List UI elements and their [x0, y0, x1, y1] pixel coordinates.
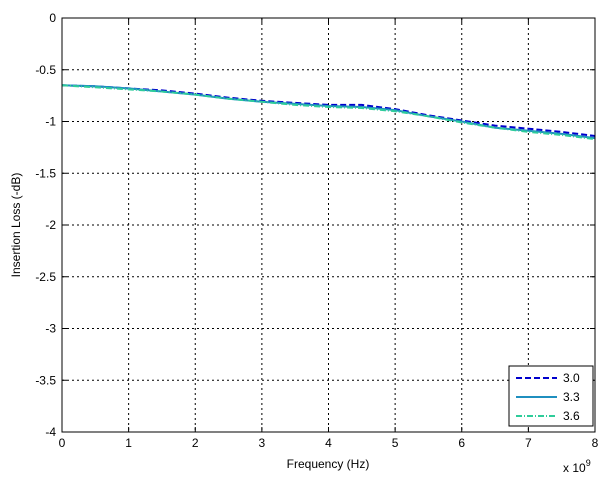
x-tick-label: 7 — [525, 436, 532, 450]
x-axis-label: Frequency (Hz) — [287, 457, 370, 471]
legend-label: 3.6 — [563, 409, 580, 423]
legend: 3.0 3.3 3.6 — [508, 365, 594, 427]
x-tick-label: 0 — [59, 436, 66, 450]
x-multiplier-label: x 109 — [563, 458, 591, 475]
y-tick-label: -4 — [45, 425, 56, 439]
x-tick-label: 4 — [325, 436, 332, 450]
x-tick-label: 8 — [592, 436, 599, 450]
x-tick-label: 3 — [259, 436, 266, 450]
series-line-3.6 — [61, 84, 596, 141]
legend-label: 3.0 — [563, 371, 580, 385]
y-tick-label: -2 — [45, 218, 56, 232]
y-tick-label: -3 — [45, 322, 56, 336]
legend-label: 3.3 — [563, 390, 580, 404]
y-axis-label: Insertion Loss (-dB) — [9, 173, 23, 278]
x-tick-label: 2 — [192, 436, 199, 450]
y-tick-label: 0 — [49, 11, 56, 25]
y-tick-label: -1 — [45, 115, 56, 129]
y-tick-label: -3.5 — [35, 373, 56, 387]
x-tick-label: 6 — [458, 436, 465, 450]
series-line-3.0 — [61, 84, 596, 137]
y-tick-label: -1.5 — [35, 166, 56, 180]
x-tick-label: 1 — [125, 436, 132, 450]
x-tick-label: 5 — [392, 436, 399, 450]
y-tick-label: -2.5 — [35, 270, 56, 284]
y-tick-label: -0.5 — [35, 63, 56, 77]
